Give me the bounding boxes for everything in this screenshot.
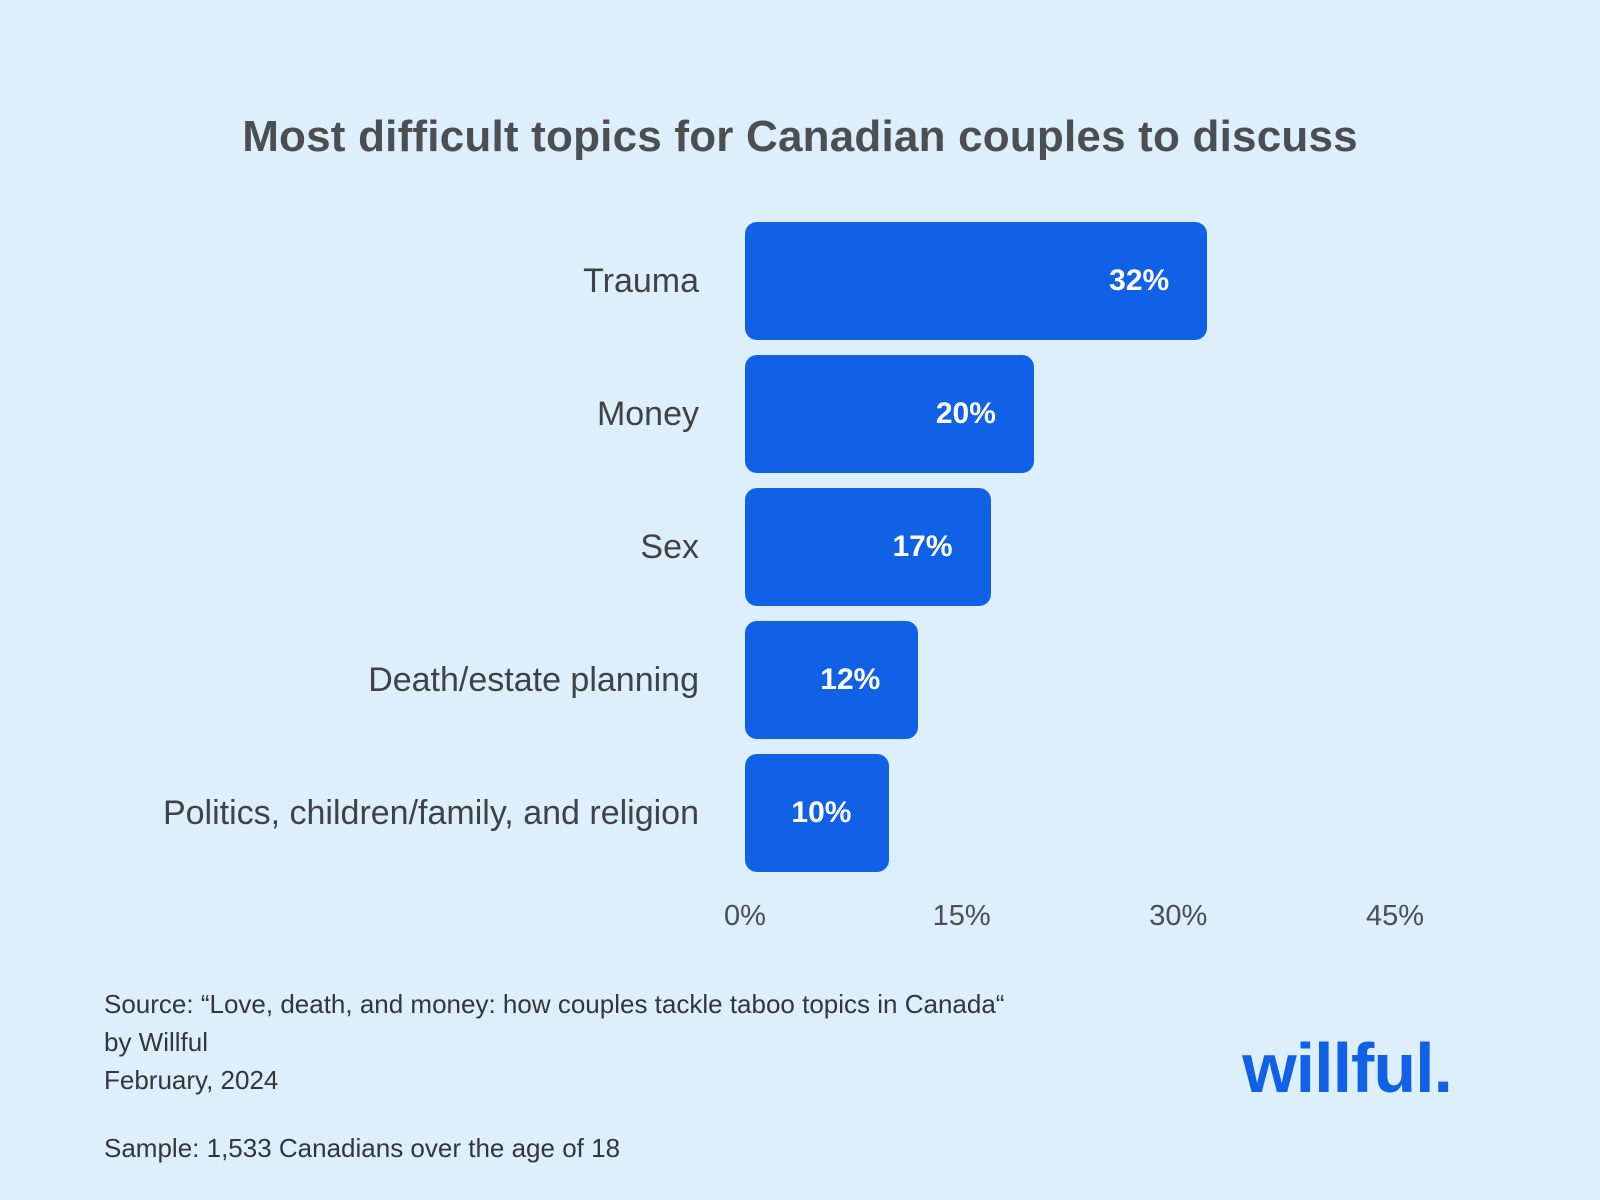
chart-row: Politics, children/family, and religion 1… [0,754,1600,872]
bar: 32% [745,222,1208,340]
source-line: by Willful [104,1027,209,1057]
x-axis: 0% 15% 30% 45% [724,894,1424,938]
bar-area: 12% [745,621,1395,739]
bar-area: 10% [745,754,1395,872]
axis-tick: 0% [724,900,766,932]
axis-tick: 45% [1365,900,1425,932]
source-block: Source: “Love, death, and money: how cou… [104,985,1004,1167]
category-label: Money [596,394,699,433]
bar-value-label: 32% [1109,264,1170,297]
category-label: Death/estate planning [368,660,699,699]
bar-value-label: 12% [820,663,881,696]
chart-row: Money 20% [0,355,1600,473]
chart-title: Most difficult topics for Canadian coupl… [242,112,1358,161]
category-label: Politics, children/family, and religion [162,793,699,832]
category-label: Trauma [583,261,699,300]
bar-value-label: 17% [892,530,953,563]
source-line: Source: “Love, death, and money: how cou… [104,989,1005,1019]
bar: 17% [745,488,991,606]
bar-value-label: 10% [791,796,852,829]
chart-row: Death/estate planning 12% [0,621,1600,739]
bar: 12% [745,621,919,739]
bar-area: 20% [745,355,1395,473]
bar-chart: Trauma 32% Money 20% Sex 17% Death/estate plan… [0,222,1600,938]
bar-value-label: 20% [935,397,996,430]
chart-rows: Trauma 32% Money 20% Sex 17% Death/estate plan… [0,222,1600,872]
axis-tick: 15% [932,900,991,932]
source-line: February, 2024 [104,1065,279,1095]
axis-tick: 30% [1149,900,1208,932]
willful-logo: willful. [1242,1029,1453,1107]
bar: 20% [745,355,1034,473]
chart-row: Sex 17% [0,488,1600,606]
sample-text: Sample: 1,533 Canadians over the age of … [104,1133,621,1163]
category-label: Sex [640,527,699,566]
bar-area: 32% [745,222,1395,340]
bar: 10% [745,754,890,872]
chart-row: Trauma 32% [0,222,1600,340]
bar-area: 17% [745,488,1395,606]
